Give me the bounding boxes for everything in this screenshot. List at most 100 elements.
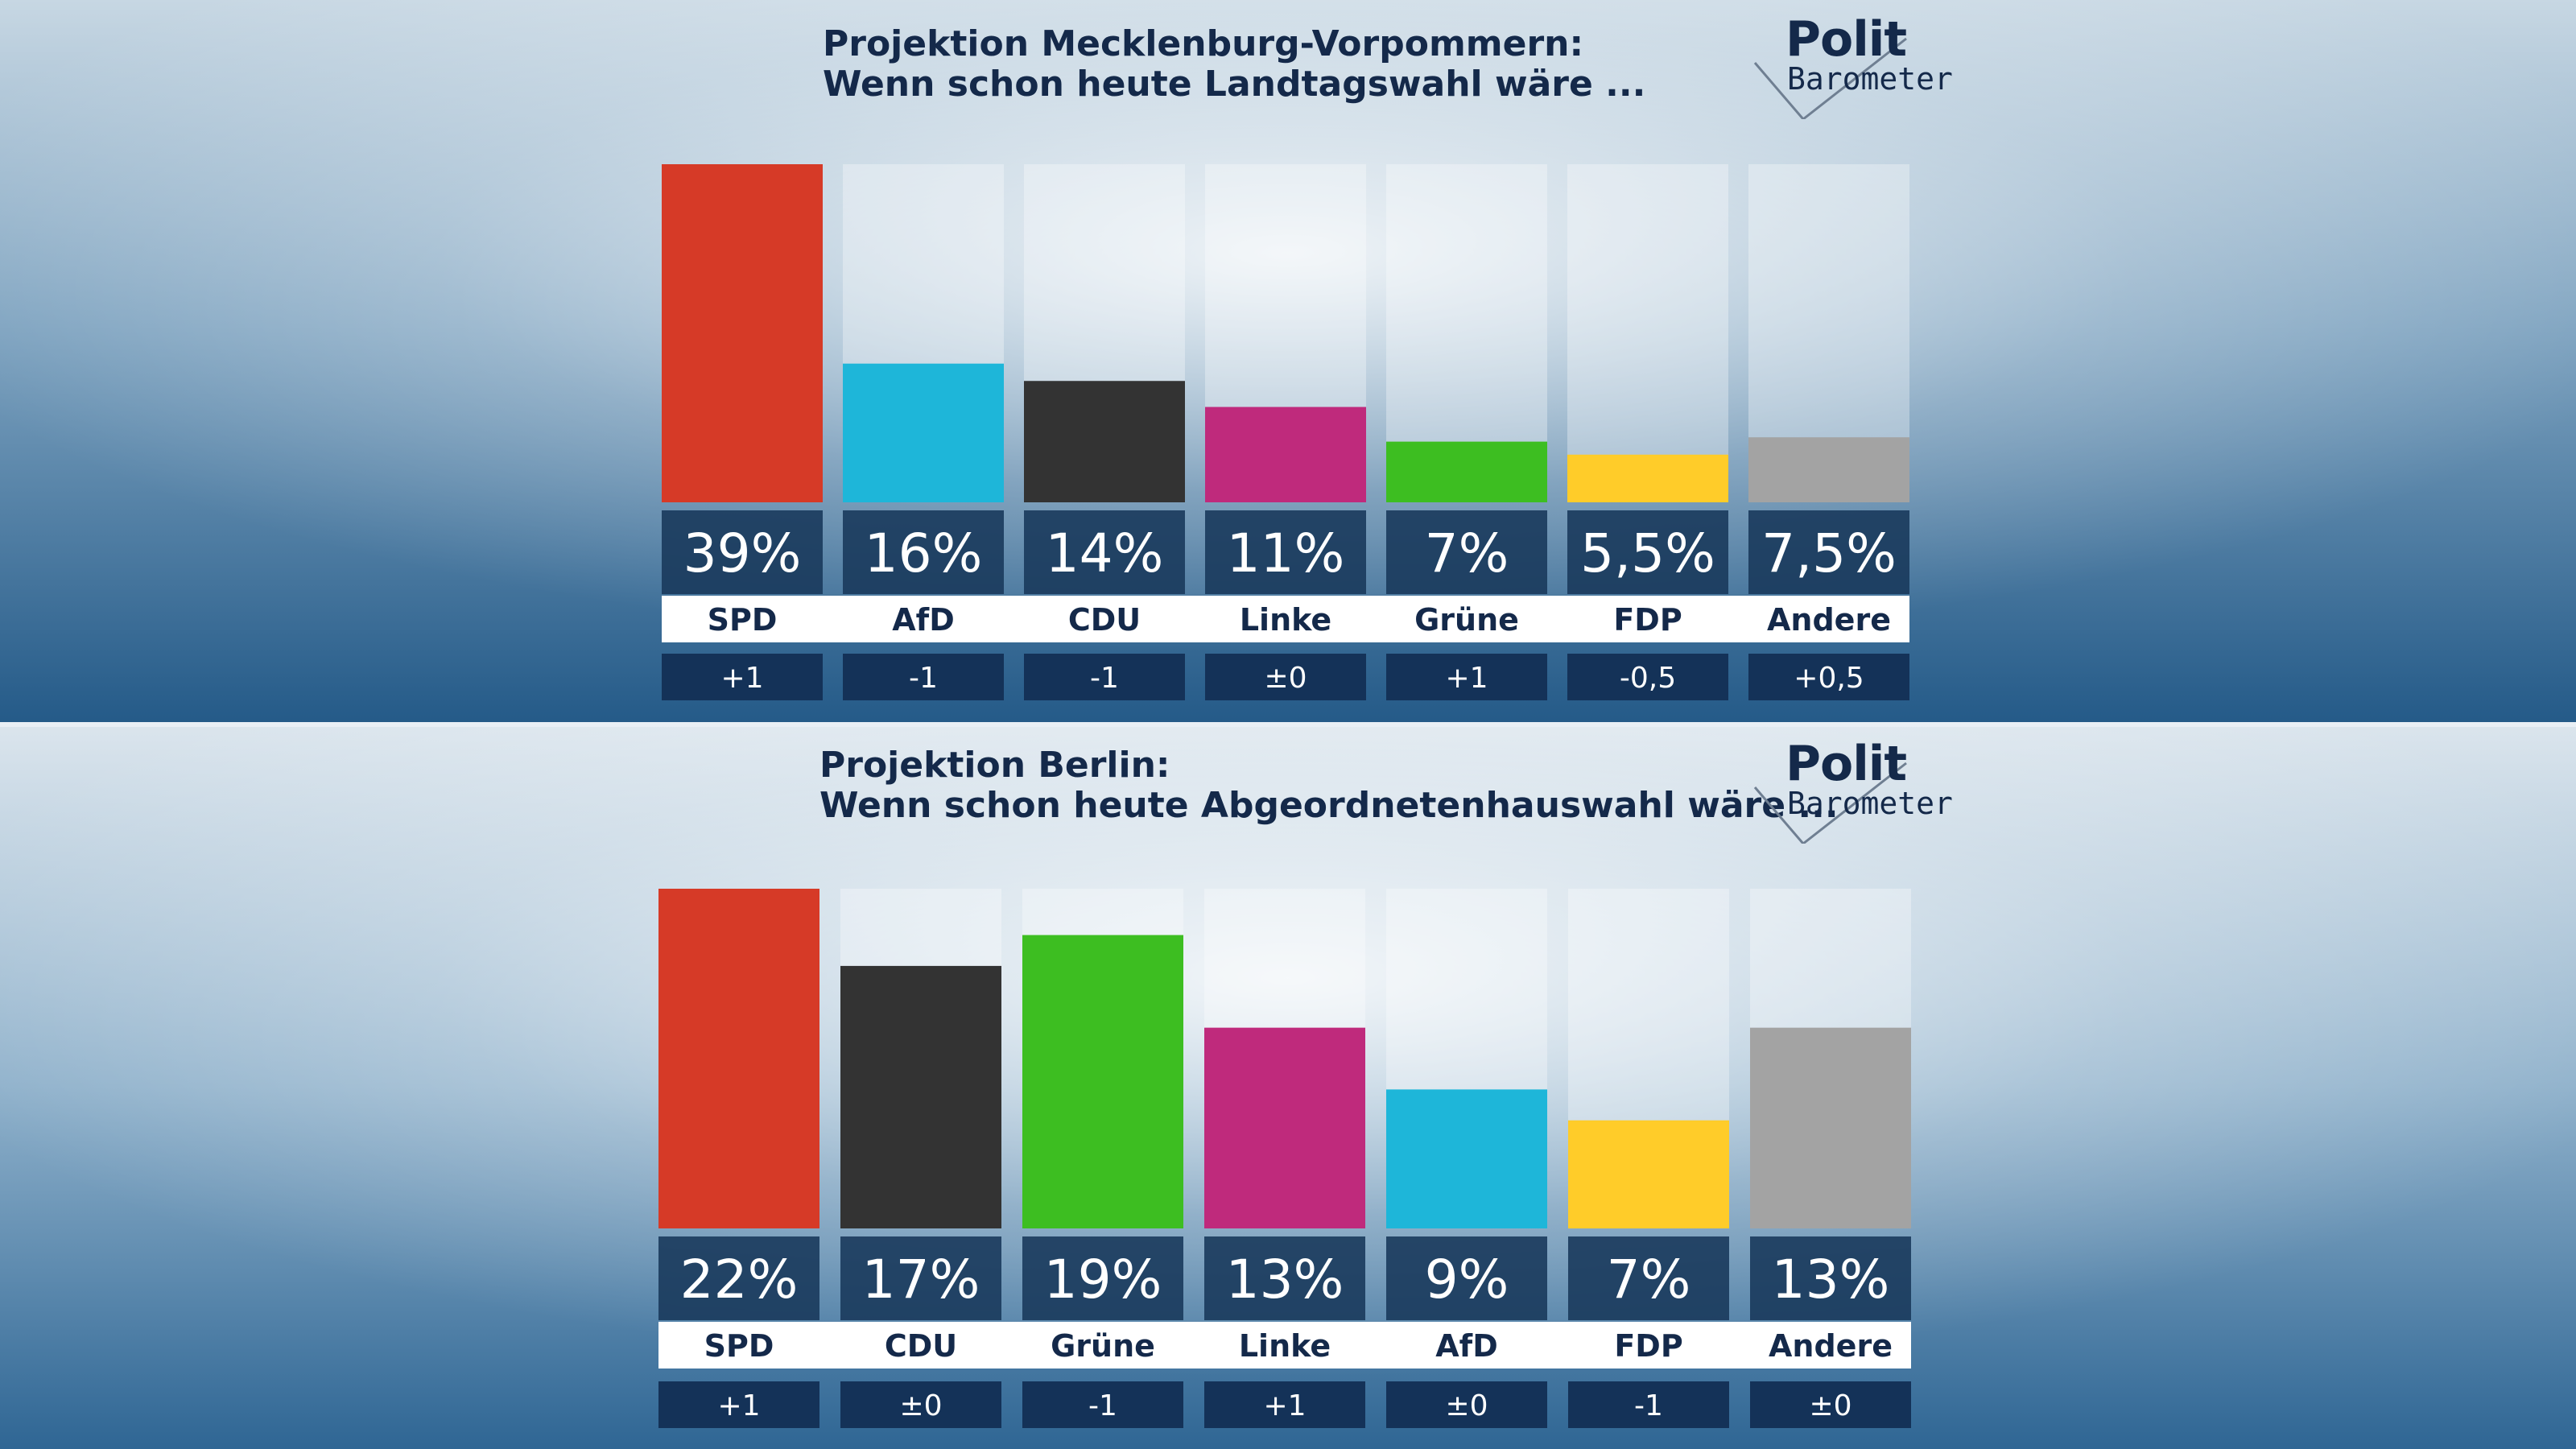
party-label: FDP [1613, 602, 1682, 638]
change-box [843, 654, 1004, 700]
party-label: SPD [708, 602, 778, 638]
bar-track [1567, 164, 1728, 502]
value-label: 14% [1046, 522, 1164, 584]
checkmark-icon [1753, 762, 1907, 844]
panel-divider [0, 722, 2576, 727]
chart-title-line1: Projektion Berlin: [819, 745, 1170, 786]
value-label: 7,5% [1761, 522, 1897, 584]
party-label: Grüne [1051, 1328, 1155, 1364]
value-box [1567, 510, 1728, 594]
change-box [1386, 654, 1547, 700]
party-box [1750, 1322, 1911, 1368]
change-box [1205, 654, 1366, 700]
change-box [1204, 1381, 1365, 1428]
value-box [1205, 510, 1366, 594]
change-box [1568, 1381, 1729, 1428]
change-label: ±0 [1809, 1389, 1852, 1422]
bar-chart: 39% SPD +1 16% AfD -1 14% CDU -1 11% Linke ±0 7% Grün… [662, 164, 1909, 700]
party-label: Linke [1239, 1328, 1331, 1364]
value-box [1024, 510, 1185, 594]
value-box [1750, 1236, 1911, 1320]
change-label: -0,5 [1620, 662, 1676, 695]
bar-spd [662, 164, 823, 502]
chart-title-line1: Projektion Mecklenburg-Vorpommern: [823, 23, 1584, 64]
party-box [1748, 596, 1909, 642]
change-box [662, 654, 823, 700]
value-box [658, 1236, 819, 1320]
bar-afd [843, 363, 1004, 502]
change-box [658, 1381, 819, 1428]
value-label: 19% [1044, 1249, 1162, 1311]
value-label: 5,5% [1580, 522, 1715, 584]
logo-polit: Polit [1785, 736, 1907, 792]
value-label: 7% [1607, 1249, 1691, 1311]
bar-grüne [1386, 441, 1547, 502]
change-box [840, 1381, 1001, 1428]
party-box [1568, 1322, 1750, 1368]
change-label: +1 [1263, 1389, 1306, 1422]
bar-linke [1205, 407, 1366, 502]
change-label: +1 [1445, 662, 1488, 695]
bar-andere [1748, 437, 1909, 502]
politbarometer-logo: Polit Barometer [1753, 11, 1995, 119]
change-label: ±0 [1264, 662, 1307, 695]
change-label: -1 [1090, 662, 1119, 695]
party-label: Andere [1767, 602, 1891, 638]
value-box [1386, 1236, 1547, 1320]
logo-barometer: Barometer [1787, 61, 1953, 97]
politbarometer-logo: Polit Barometer [1753, 736, 1995, 844]
bar-grüne [1022, 935, 1183, 1228]
change-box [1024, 654, 1185, 700]
value-box [1568, 1236, 1729, 1320]
change-label: ±0 [1445, 1389, 1488, 1422]
party-box [1567, 596, 1748, 642]
chart-title: Projektion Berlin: Wenn schon heute Abge… [819, 745, 1839, 826]
bar-cdu [840, 965, 1001, 1228]
bar-fdp [1567, 454, 1728, 502]
value-box [1748, 510, 1909, 594]
value-label: 17% [862, 1249, 980, 1311]
party-label: CDU [1068, 602, 1141, 638]
party-box [1022, 1322, 1204, 1368]
bar-linke [1204, 1027, 1365, 1228]
party-label: SPD [704, 1328, 774, 1364]
change-box [1748, 654, 1909, 700]
change-box [1567, 654, 1728, 700]
party-box [1386, 1322, 1568, 1368]
party-box [1204, 1322, 1386, 1368]
checkmark-icon [1753, 37, 1907, 119]
party-label: Andere [1769, 1328, 1893, 1364]
value-box [840, 1236, 1001, 1320]
value-box [1386, 510, 1547, 594]
change-label: -1 [909, 662, 938, 695]
value-label: 13% [1772, 1249, 1890, 1311]
panel-background [0, 0, 2576, 724]
value-label: 39% [683, 522, 802, 584]
party-label: AfD [892, 602, 954, 638]
change-label: ±0 [899, 1389, 942, 1422]
chart-title-line2: Wenn schon heute Abgeordnetenhauswahl wä… [819, 785, 1839, 826]
chart-panel-mv: Projektion Mecklenburg-Vorpommern: Wenn … [0, 0, 2576, 724]
bar-cdu [1024, 381, 1185, 502]
change-box [1750, 1381, 1911, 1428]
party-box [843, 596, 1024, 642]
chart-title-line2: Wenn schon heute Landtagswahl wäre ... [823, 64, 1646, 105]
change-label: +1 [720, 662, 763, 695]
party-box [658, 1322, 840, 1368]
party-label: CDU [885, 1328, 957, 1364]
change-box [1022, 1381, 1183, 1428]
party-box [1024, 596, 1205, 642]
value-box [1204, 1236, 1365, 1320]
value-label: 16% [865, 522, 983, 584]
logo-barometer: Barometer [1787, 786, 1953, 821]
value-box [662, 510, 823, 594]
bar-fdp [1568, 1120, 1729, 1228]
bar-andere [1750, 1027, 1911, 1228]
value-label: 22% [680, 1249, 799, 1311]
party-box [1386, 596, 1567, 642]
change-label: -1 [1634, 1389, 1663, 1422]
value-label: 13% [1226, 1249, 1344, 1311]
change-label: +1 [717, 1389, 760, 1422]
bar-afd [1386, 1089, 1547, 1228]
party-label: Grüne [1414, 602, 1519, 638]
